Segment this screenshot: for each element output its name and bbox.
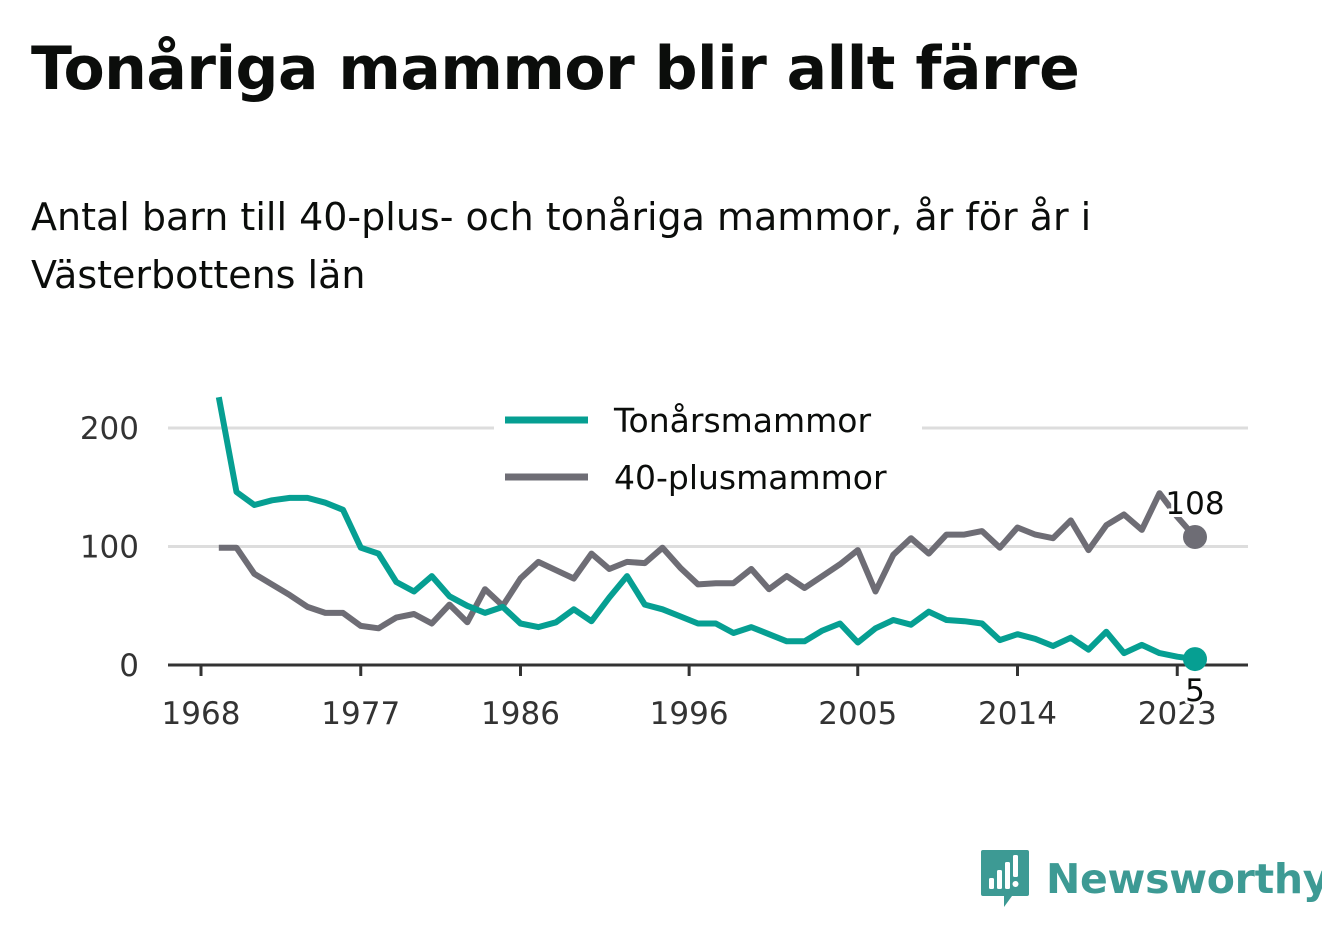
brand-logo: Newsworthy — [980, 848, 1322, 910]
end-labels: 5 108 — [1162, 483, 1227, 712]
chart-title: Tonåriga mammor blir allt färre — [31, 34, 1080, 104]
brand-name: Newsworthy — [1046, 855, 1322, 903]
legend-item-teens-label: Tonårsmammor — [613, 401, 871, 440]
gridlines: 0 100 200 — [80, 411, 1248, 684]
x-tick-label: 2005 — [818, 696, 897, 732]
x-tick-label: 2014 — [978, 696, 1057, 732]
series-lines — [215, 396, 1207, 672]
x-tick-label: 1986 — [481, 696, 560, 732]
x-tick-label: 1996 — [650, 696, 729, 732]
chart-subtitle: Antal barn till 40-plus- och tonåriga ma… — [31, 195, 1092, 297]
line-teens-end-marker — [1183, 647, 1207, 672]
line-forty-plus-end-marker — [1183, 525, 1207, 550]
x-tick-label: 1968 — [162, 696, 241, 732]
line-teens — [215, 396, 1196, 663]
x-tick-label: 2023 — [1138, 696, 1217, 732]
legend: Tonårsmammor 40-plusmammor — [494, 398, 922, 506]
line-forty-plus — [218, 490, 1198, 632]
x-tick-label: 1977 — [321, 696, 400, 732]
legend-background — [494, 398, 922, 506]
y-tick-label: 0 — [119, 648, 139, 684]
x-axis: 1968 1977 1986 1996 2005 2014 2023 — [162, 663, 1248, 732]
y-tick-label: 100 — [80, 530, 139, 566]
y-tick-label: 200 — [80, 411, 139, 447]
newsworthy-logo-icon — [981, 850, 1029, 907]
end-label-forty-plus: 108 — [1165, 486, 1224, 522]
legend-item-forty-plus-label: 40-plusmammor — [614, 458, 887, 497]
end-label-teens: 5 — [1185, 673, 1205, 709]
